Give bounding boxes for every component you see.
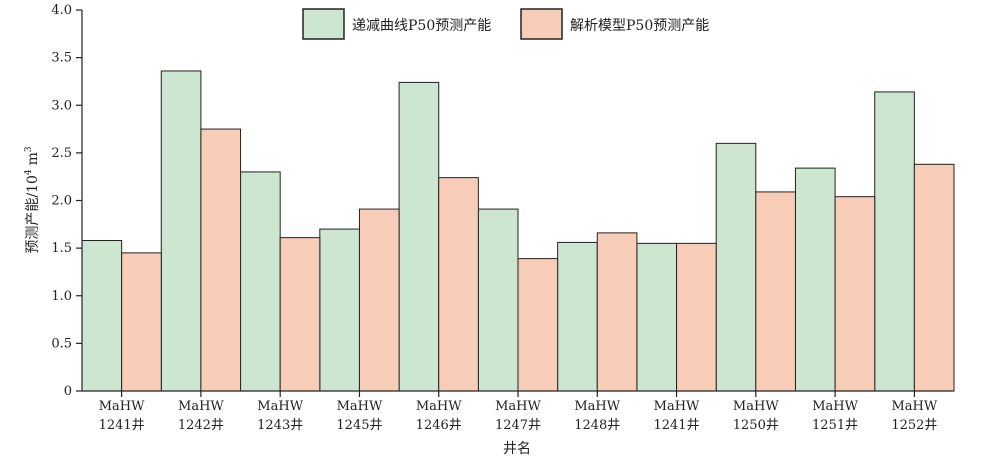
x-category-label-line1: MaHW: [812, 399, 858, 414]
y-axis-title-sup: 4: [24, 169, 34, 175]
bar-series-1-cat-7: [557, 241, 598, 392]
y-tick-label: 0: [64, 384, 72, 399]
x-category-label-line2: 1241井: [99, 418, 145, 433]
x-axis-title: 井名: [503, 441, 531, 457]
bar-series-2-cat-11: [913, 163, 955, 392]
x-category-label-line2: 1247井: [495, 418, 541, 433]
bar-series-2-cat-6: [517, 258, 559, 392]
bar-series-2-cat-8: [676, 242, 717, 392]
y-tick-label: 3.0: [51, 98, 72, 113]
bar-series-1-cat-4: [319, 228, 360, 392]
bar-series-2-cat-9: [755, 191, 796, 392]
x-category-label-line2: 1252井: [891, 418, 937, 433]
x-category-label-line1: MaHW: [574, 399, 620, 414]
bars-group: [81, 70, 955, 392]
x-category-label-line2: 1248井: [574, 418, 620, 433]
bar-series-1-cat-8: [636, 242, 678, 392]
bar-series-2-cat-10: [834, 196, 876, 392]
bar-series-2-cat-5: [438, 177, 479, 392]
y-tick-label: 1.5: [51, 241, 72, 256]
bar-series-1-cat-11: [874, 91, 915, 392]
bar-series-2-cat-3: [279, 237, 321, 392]
x-categories-group: MaHW 1241井 MaHW 1242井 MaHW 1243井 MaHW 1245井 MaHW…: [99, 391, 938, 433]
x-category-label-line2: 1250井: [733, 418, 779, 433]
x-category-label-line2: 1251井: [812, 418, 858, 433]
bar-series-1-cat-10: [794, 167, 836, 392]
legend-swatch-series-1: [302, 8, 345, 40]
bar-series-2-cat-4: [358, 208, 400, 392]
bar-series-1-cat-2: [160, 70, 202, 392]
x-category-label-line1: MaHW: [495, 399, 541, 414]
x-category-label-line1: MaHW: [257, 399, 303, 414]
x-category-label-line2: 1242井: [178, 418, 224, 433]
y-tick-label: 0.5: [51, 336, 72, 351]
x-category-label-line1: MaHW: [891, 399, 937, 414]
x-category-label-line1: MaHW: [99, 399, 145, 414]
y-tick-label: 1.0: [51, 289, 72, 304]
bar-series-1-cat-6: [477, 208, 519, 392]
y-axis-title: 预测产能/104 m3: [24, 146, 41, 254]
bar-series-2-cat-1: [121, 252, 162, 392]
legend-swatch-series-2: [520, 8, 563, 40]
legend-label-series-2: 解析模型P50预测产能: [570, 18, 709, 34]
x-category-label-line2: 1243井: [257, 418, 303, 433]
x-category-label-line2: 1241井: [653, 418, 699, 433]
y-tick-label: 2.5: [51, 146, 72, 161]
x-category-label-line1: MaHW: [416, 399, 462, 414]
y-tick-label: 2.0: [51, 194, 72, 209]
x-category-label-line2: 1246井: [416, 418, 462, 433]
x-category-label-line1: MaHW: [654, 399, 700, 414]
legend: 递减曲线P50预测产能 解析模型P50预测产能: [302, 8, 709, 40]
y-axis-title-unit: m: [25, 152, 41, 165]
y-tick-label: 4.0: [51, 3, 72, 18]
bar-series-2-cat-2: [200, 128, 242, 392]
bar-series-2-cat-7: [596, 232, 638, 392]
y-ticks-group: 0 0.5 1.0 1.5 2.0 2.5 3.0 3.5 4.0: [51, 3, 82, 399]
x-category-label-line1: MaHW: [337, 399, 383, 414]
legend-label-series-1: 递减曲线P50预测产能: [352, 18, 491, 34]
x-category-label-line1: MaHW: [178, 399, 224, 414]
bar-series-1-cat-1: [81, 240, 123, 392]
bar-series-1-cat-9: [715, 142, 757, 392]
bar-series-1-cat-3: [240, 171, 281, 392]
bar-series-1-cat-5: [398, 81, 440, 392]
x-category-label-line1: MaHW: [733, 399, 779, 414]
y-axis-title-unit-sup: 3: [24, 146, 34, 152]
x-category-label-line2: 1245井: [336, 418, 382, 433]
y-axis-title-main: 预测产能/10: [25, 175, 41, 254]
y-tick-label: 3.5: [51, 51, 72, 66]
